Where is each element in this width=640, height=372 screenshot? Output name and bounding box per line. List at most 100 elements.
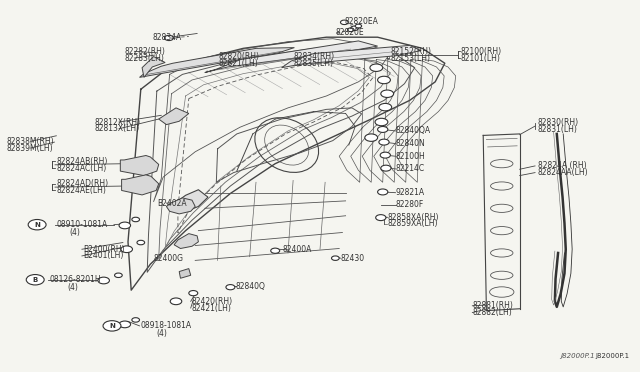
Polygon shape [120,155,159,176]
Text: 82831(LH): 82831(LH) [538,125,577,134]
Text: 82400G: 82400G [154,254,184,263]
Circle shape [381,90,394,97]
Circle shape [379,103,392,111]
Circle shape [378,189,388,195]
Circle shape [378,76,390,84]
Polygon shape [166,198,195,214]
Polygon shape [122,175,159,195]
Text: N: N [34,222,40,228]
Text: 82858XA(RH): 82858XA(RH) [387,213,438,222]
Text: 82820E: 82820E [336,28,365,37]
Text: J82000P.1: J82000P.1 [595,353,629,359]
Text: 82400A: 82400A [283,246,312,254]
Circle shape [340,20,348,25]
Text: 82834(RH): 82834(RH) [293,52,334,61]
Text: 82840N: 82840N [396,139,425,148]
Text: 82824AD(RH): 82824AD(RH) [56,179,108,188]
Polygon shape [142,57,165,77]
Text: 82835(LH): 82835(LH) [293,59,333,68]
Text: 82100(RH): 82100(RH) [461,47,502,56]
Text: 82838M(RH): 82838M(RH) [6,137,54,146]
Text: 82830(RH): 82830(RH) [538,118,579,127]
Text: 82283(LH): 82283(LH) [125,54,164,62]
Text: 82282(RH): 82282(RH) [125,47,166,56]
Text: 82820(RH): 82820(RH) [219,52,260,61]
Text: B2400(RH): B2400(RH) [83,245,125,254]
Circle shape [164,35,173,41]
Text: 82100H: 82100H [396,152,425,161]
Circle shape [370,64,383,71]
Text: (4): (4) [67,283,78,292]
Text: 08918-1081A: 08918-1081A [141,321,192,330]
Circle shape [378,126,388,132]
Text: 82824AA(LH): 82824AA(LH) [538,168,588,177]
Text: 82812X(RH): 82812X(RH) [95,118,141,126]
Circle shape [348,28,354,32]
Text: 82152(RH): 82152(RH) [390,47,431,56]
Text: 82280F: 82280F [396,200,424,209]
Polygon shape [170,190,208,212]
Text: 82839M(LH): 82839M(LH) [6,144,53,153]
Circle shape [121,246,132,253]
Text: 82821(LH): 82821(LH) [219,59,259,68]
Text: 82824A (RH): 82824A (RH) [538,161,586,170]
Polygon shape [282,45,421,68]
Text: 82820EA: 82820EA [344,17,378,26]
Circle shape [26,275,44,285]
Circle shape [332,256,339,260]
Circle shape [137,240,145,245]
Circle shape [379,139,389,145]
Text: 82420(RH): 82420(RH) [192,297,233,306]
Text: 82834A: 82834A [152,33,182,42]
Text: (4): (4) [157,329,168,338]
Circle shape [179,200,190,206]
Text: 08910-1081A: 08910-1081A [56,220,108,229]
Text: 82214C: 82214C [396,164,425,173]
Circle shape [132,217,140,222]
Polygon shape [159,108,189,125]
Circle shape [28,219,46,230]
Text: 82824AC(LH): 82824AC(LH) [56,164,107,173]
Text: 82153(LH): 82153(LH) [390,54,430,62]
Text: N: N [109,323,115,329]
Text: (4): (4) [69,228,80,237]
Text: B2402A: B2402A [157,199,186,208]
Circle shape [189,291,198,296]
Text: 82813X(LH): 82813X(LH) [95,124,140,133]
Text: 08126-8201H: 08126-8201H [50,275,102,284]
Text: J82000P.1: J82000P.1 [561,353,595,359]
Polygon shape [140,48,294,77]
Circle shape [103,321,121,331]
Text: 82859XA(LH): 82859XA(LH) [387,219,438,228]
Text: 82881(RH): 82881(RH) [472,301,513,310]
Circle shape [119,222,131,229]
Polygon shape [179,269,191,278]
Circle shape [365,134,378,141]
Circle shape [380,152,390,158]
Text: 82430: 82430 [340,254,365,263]
Circle shape [98,277,109,284]
Circle shape [226,285,235,290]
Polygon shape [174,234,198,248]
Text: B: B [33,277,38,283]
Text: 82840Q: 82840Q [236,282,266,291]
Polygon shape [205,41,378,73]
Circle shape [381,165,391,171]
Text: 82882(LH): 82882(LH) [472,308,512,317]
Circle shape [355,24,362,28]
Circle shape [119,321,131,328]
Circle shape [375,118,388,126]
Text: 92821A: 92821A [396,188,425,197]
Circle shape [132,318,140,322]
Circle shape [115,273,122,278]
Circle shape [170,298,182,305]
Text: 82101(LH): 82101(LH) [461,54,500,62]
Text: 82840QA: 82840QA [396,126,431,135]
Circle shape [271,248,280,253]
Text: B2401(LH): B2401(LH) [83,251,124,260]
Circle shape [351,26,358,31]
Text: 82421(LH): 82421(LH) [192,304,232,312]
Text: 82824AB(RH): 82824AB(RH) [56,157,108,166]
Text: 82824AE(LH): 82824AE(LH) [56,186,106,195]
Circle shape [376,215,386,221]
